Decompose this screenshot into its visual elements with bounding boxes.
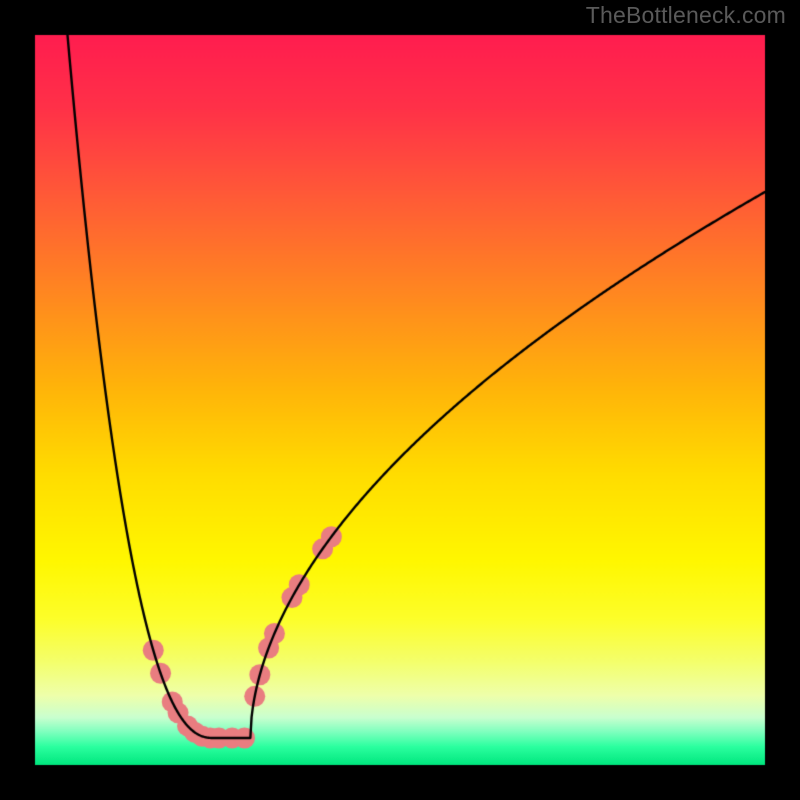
watermark-text: TheBottleneck.com <box>586 2 786 29</box>
bottleneck-chart-canvas <box>0 0 800 800</box>
chart-stage: TheBottleneck.com <box>0 0 800 800</box>
